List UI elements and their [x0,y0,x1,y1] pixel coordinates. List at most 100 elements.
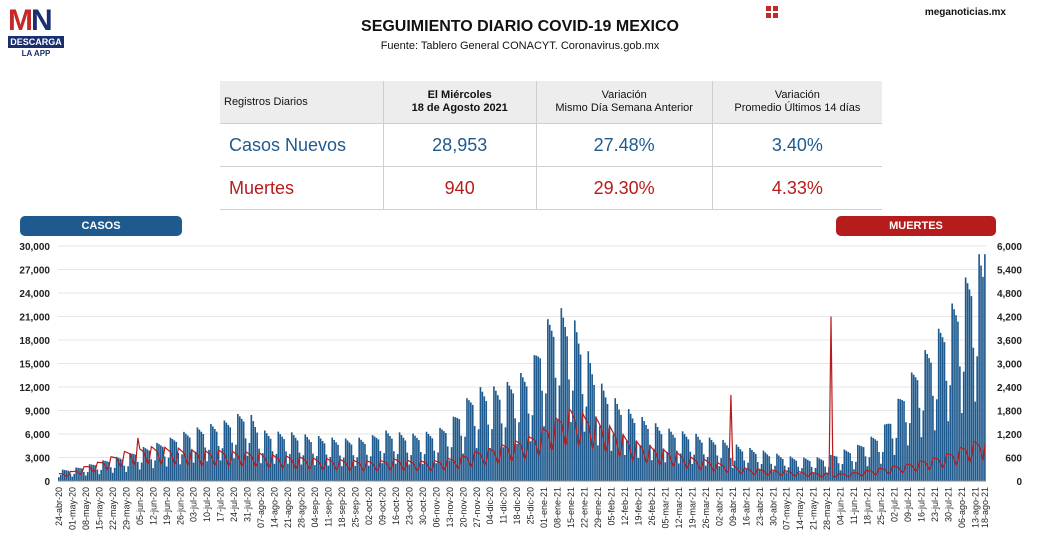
x-tick-label: 17-jul-20 [216,487,226,522]
bar-casos [531,415,534,481]
bar-casos [446,446,449,481]
y-left-tick-label: 21,000 [19,313,50,324]
bar-casos [437,452,439,481]
bar-casos [583,431,586,481]
y-right-tick-label: 4,800 [997,289,1022,300]
bar-casos [102,460,104,481]
bar-casos [778,455,780,481]
bar-casos [814,468,817,481]
bar-casos [870,436,873,481]
bar-casos [739,449,742,481]
bar-casos [410,455,412,481]
bar-casos [323,443,326,481]
bar-casos [820,459,823,481]
bar-casos [835,456,838,481]
bar-casos [256,432,258,481]
x-tick-label: 28-may-21 [822,487,832,530]
bar-casos [262,453,264,481]
x-tick-label: 11-dic-20 [499,487,509,524]
bar-casos [522,377,524,481]
bar-casos [793,459,796,481]
summary-col-var-semana-line1: Variación [601,89,647,101]
bar-casos [366,454,368,481]
bar-casos [202,434,205,481]
bar-casos [797,466,799,481]
x-tick-label: 23-jul-21 [930,487,940,522]
summary-col-registros: Registros Diarios [220,81,384,124]
summary-row-muertes: Muertes 940 29.30% 4.33% [220,166,882,210]
x-tick-label: 03-jul-20 [189,487,199,522]
bar-casos [708,437,711,481]
bar-casos [208,449,210,481]
x-tick-label: 19-mar-21 [687,487,697,529]
bar-casos [389,435,391,481]
y-left-tick-label: 15,000 [19,360,50,371]
bar-casos [962,371,965,481]
bar-casos [279,434,282,481]
x-tick-label: 16-oct-20 [391,487,401,525]
bar-casos [687,439,690,481]
bar-casos [758,470,761,481]
bar-casos [624,454,626,481]
bar-casos [612,434,615,481]
bar-casos [187,435,189,481]
bar-casos [109,467,112,481]
bar-casos [731,467,734,481]
bar-casos [260,463,262,481]
bar-casos [73,473,76,481]
bar-casos [81,468,83,481]
site-url[interactable]: meganoticias.mx [924,7,1006,18]
bar-casos [450,447,453,481]
bar-casos [113,467,116,481]
bar-casos [335,442,337,481]
x-tick-label: 25-jun-21 [876,487,886,525]
x-tick-label: 26-jun-20 [175,487,185,525]
bar-casos [964,277,967,481]
bar-casos [150,459,153,481]
bar-casos [560,308,563,481]
bar-casos [851,461,853,481]
bar-casos [651,460,653,481]
bar-casos [341,466,343,481]
bar-casos [495,390,497,481]
bar-casos [119,458,122,481]
bar-casos [219,460,222,481]
bar-casos [510,389,513,481]
bar-casos [754,453,757,481]
bar-casos [310,442,312,481]
bar-casos [204,447,206,481]
bar-casos [406,452,409,481]
bar-casos [693,454,695,481]
bar-casos [304,434,307,481]
x-tick-label: 12-jun-20 [148,487,158,525]
bar-casos [158,444,160,481]
y-left-tick-label: 24,000 [19,289,50,300]
bar-casos [697,436,699,481]
summary-muertes-label: Muertes [220,166,384,210]
bar-casos [959,366,961,481]
bar-casos [358,437,360,481]
x-tick-label: 09-abr-21 [728,487,738,526]
bar-casos [908,423,911,481]
bar-casos [443,431,445,481]
bar-casos [593,384,595,481]
bar-casos [683,434,686,481]
bar-casos [435,463,437,481]
x-tick-label: 22-may-20 [108,487,118,530]
summary-muertes-var-avg: 4.33% [711,166,882,210]
bar-casos [58,477,60,481]
x-tick-label: 04-dic-20 [485,487,495,525]
bar-casos [213,429,216,481]
summary-casos-var-week: 27.48% [535,123,713,167]
bar-casos [818,458,821,481]
meganoticias-logo[interactable]: MN DESCARGA LA APP [8,6,64,59]
x-tick-label: 09-oct-20 [377,487,387,525]
x-tick-label: 02-oct-20 [364,487,374,525]
bar-casos [866,466,869,481]
bar-casos [525,386,528,481]
x-tick-label: 04-sep-20 [310,487,320,528]
bar-casos [712,442,715,481]
bar-casos [672,434,674,481]
bar-casos [573,320,576,481]
bar-casos [718,466,721,481]
